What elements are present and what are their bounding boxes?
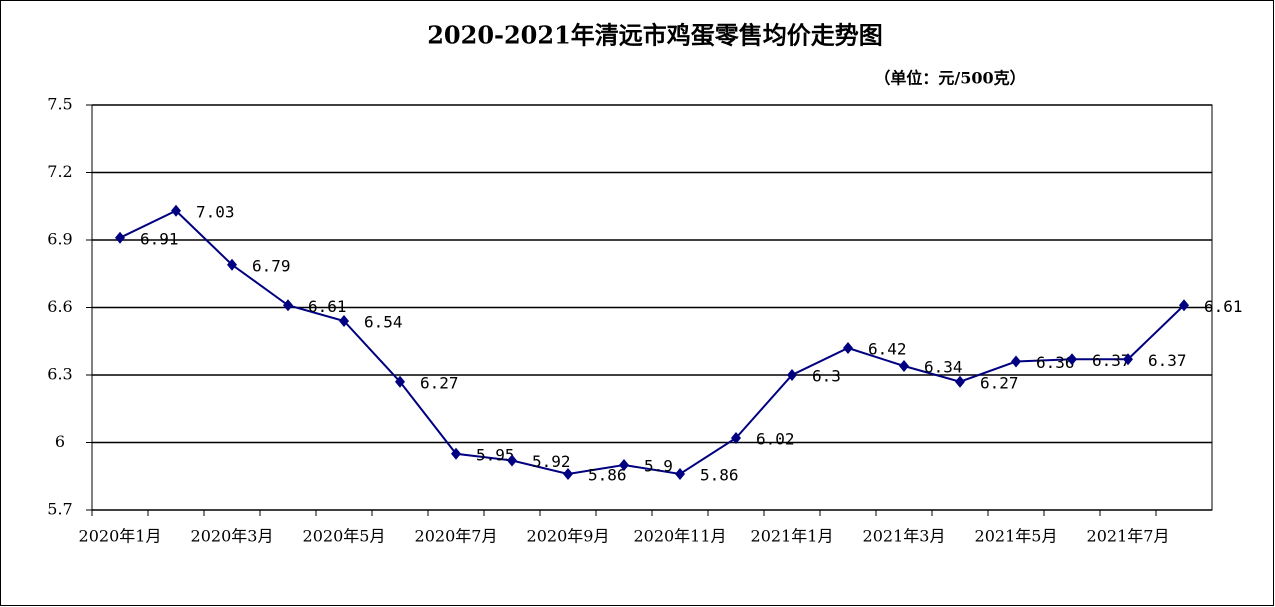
- data-label: 6.91: [140, 229, 179, 248]
- x-tick-label: 2021年1月: [751, 527, 834, 546]
- data-point: [675, 468, 685, 480]
- chart-subtitle: （单位：元/500克）: [874, 69, 1025, 88]
- data-point: [339, 315, 349, 327]
- data-point: [395, 375, 405, 388]
- data-point: [1123, 353, 1133, 366]
- data-label: 5.86: [588, 466, 627, 485]
- y-tick-label: 5.7: [47, 500, 72, 519]
- x-tick-label: 2021年7月: [1087, 527, 1170, 546]
- data-point: [227, 258, 237, 271]
- data-label: 6.34: [924, 358, 963, 377]
- data-label: 6.61: [1204, 297, 1243, 316]
- data-label: 5.9: [644, 457, 673, 476]
- x-tick-label: 2020年5月: [303, 527, 386, 546]
- data-point: [1067, 353, 1077, 366]
- y-tick-label: 7.5: [47, 95, 72, 114]
- x-tick-label: 2021年3月: [863, 527, 946, 546]
- series-line: [119, 209, 1185, 476]
- x-tick-label: 2020年9月: [527, 527, 610, 546]
- data-label: 7.03: [196, 202, 235, 221]
- data-point: [563, 468, 573, 480]
- data-label: 6.42: [868, 340, 907, 359]
- x-tick-label: 2020年11月: [633, 527, 726, 546]
- data-point: [1011, 355, 1021, 368]
- y-tick-label: 6.9: [47, 230, 72, 249]
- data-label: 6.27: [420, 373, 459, 392]
- data-point: [507, 454, 517, 467]
- data-point: [283, 299, 293, 312]
- data-point: [451, 447, 461, 460]
- data-point: [731, 432, 741, 444]
- data-label: 6.54: [364, 313, 403, 332]
- x-tick-label: 2021年5月: [975, 527, 1058, 546]
- data-label: 6.37: [1148, 351, 1187, 370]
- data-label: 6.37: [1092, 351, 1131, 370]
- data-point: [787, 369, 797, 381]
- data-label: 5.92: [532, 452, 571, 471]
- x-tick-label: 2020年7月: [415, 527, 498, 546]
- x-tick-label: 2020年3月: [191, 527, 274, 546]
- data-point: [899, 360, 909, 372]
- x-tick-label: 2020年1月: [79, 527, 162, 546]
- data-point: [843, 342, 853, 354]
- data-point: [171, 204, 181, 217]
- data-label: 6.61: [308, 297, 347, 316]
- data-label: 5.86: [700, 466, 739, 485]
- y-tick-label: 6.6: [47, 297, 72, 316]
- data-point: [115, 231, 125, 244]
- data-label: 6.27: [980, 373, 1019, 392]
- data-label: 6.02: [756, 430, 795, 449]
- y-tick-label: 6.3: [47, 365, 72, 384]
- data-point: [1179, 299, 1189, 312]
- data-point: [619, 459, 629, 471]
- data-label: 6.36: [1036, 353, 1075, 372]
- y-tick-label: 6: [55, 432, 65, 451]
- data-label: 5.95: [476, 445, 515, 464]
- data-label: 6.79: [252, 256, 291, 275]
- data-label: 6.3: [812, 367, 841, 386]
- data-point: [955, 375, 965, 388]
- chart-title: 2020-2021年清远市鸡蛋零售均价走势图: [427, 21, 883, 50]
- y-tick-label: 7.2: [47, 162, 72, 181]
